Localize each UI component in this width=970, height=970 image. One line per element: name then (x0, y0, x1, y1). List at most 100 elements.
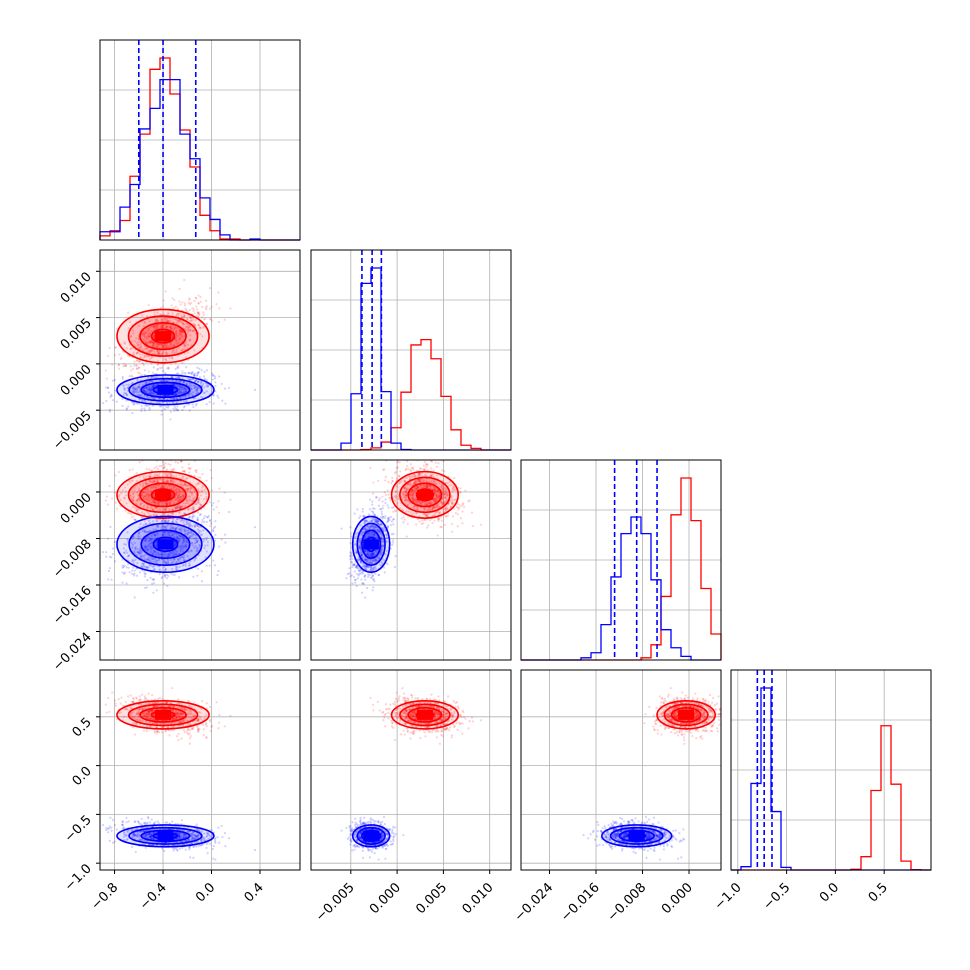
sample-point (145, 341, 148, 344)
sample-point (137, 391, 140, 394)
sample-point (431, 521, 434, 525)
y-tick-label: −0.024 (50, 630, 95, 675)
sample-point (179, 498, 182, 501)
sample-point (122, 362, 126, 365)
sample-point (461, 510, 464, 513)
sample-point (178, 338, 181, 341)
sample-point (157, 351, 160, 355)
sample-point (163, 566, 166, 569)
sample-point (136, 351, 139, 354)
sample-point (445, 514, 448, 518)
sample-point (158, 401, 161, 404)
sample-point (187, 372, 190, 375)
sample-point (108, 555, 111, 558)
sample-point (164, 318, 167, 321)
sample-point (171, 327, 174, 331)
sample-point (153, 385, 156, 388)
sample-point (148, 519, 151, 522)
sample-point (165, 503, 168, 506)
sample-point (208, 501, 212, 504)
sample-point (150, 548, 153, 551)
sample-point (218, 545, 221, 548)
sample-point (190, 388, 193, 391)
sample-point (178, 507, 181, 510)
sample-point (168, 356, 171, 360)
sample-point (166, 394, 169, 397)
sample-point (165, 318, 168, 321)
sample-point (181, 330, 185, 333)
sample-point (172, 486, 175, 490)
sample-point (182, 381, 185, 384)
sample-point (152, 485, 155, 488)
sample-point (148, 391, 151, 394)
sample-point (168, 554, 171, 557)
sample-point (423, 518, 427, 522)
sample-point (122, 547, 126, 550)
sample-point (201, 521, 204, 524)
sample-point (175, 553, 178, 556)
sample-point (142, 399, 145, 402)
sample-point (183, 344, 186, 348)
sample-point (119, 357, 122, 361)
sample-point (124, 364, 127, 367)
sample-point (152, 492, 155, 495)
sample-point (174, 330, 178, 333)
sample-point (213, 375, 217, 378)
sample-point (150, 362, 153, 365)
sample-point (195, 471, 198, 474)
sample-point (164, 326, 167, 329)
sample-point (137, 498, 140, 501)
sample-point (184, 372, 187, 375)
sample-point (146, 404, 149, 408)
sample-point (171, 379, 174, 382)
sample-point (121, 375, 124, 379)
sample-point (132, 515, 135, 518)
sample-point (147, 498, 150, 502)
sample-point (187, 463, 190, 466)
sample-point (133, 364, 136, 367)
sample-point (164, 316, 167, 319)
sample-point (135, 367, 138, 370)
sample-point (180, 391, 184, 394)
sample-point (131, 375, 134, 378)
sample-point (186, 387, 189, 391)
sample-point (148, 407, 151, 410)
sample-point (193, 496, 196, 499)
sample-point (107, 503, 110, 506)
sample-point (163, 408, 166, 411)
sample-point (458, 503, 461, 506)
sample-point (190, 319, 194, 322)
sample-point (183, 482, 186, 486)
sample-point (135, 351, 139, 354)
sample-point (150, 349, 153, 353)
sample-point (203, 386, 206, 389)
sample-point (203, 544, 207, 547)
sample-point (194, 538, 198, 541)
sample-point (137, 551, 141, 555)
sample-point (141, 383, 145, 387)
sample-point (215, 505, 218, 509)
sample-point (162, 561, 165, 564)
sample-point (184, 502, 188, 505)
sample-point (183, 314, 186, 317)
sample-point (177, 504, 180, 507)
sample-point (161, 351, 164, 354)
sample-point (220, 382, 223, 386)
sample-point (182, 502, 185, 505)
sample-point (197, 311, 200, 314)
sample-point (177, 482, 180, 486)
sample-point (189, 524, 192, 527)
sample-point (196, 366, 199, 369)
sample-point (170, 487, 173, 491)
sample-point (193, 460, 196, 463)
sample-point (146, 549, 149, 552)
sample-point (161, 305, 165, 308)
sample-point (156, 349, 159, 352)
sample-point (144, 381, 148, 384)
sample-point (148, 480, 151, 483)
sample-point (173, 531, 176, 535)
sample-point (123, 486, 127, 489)
sample-point (175, 397, 178, 401)
sample-point (169, 324, 173, 328)
sample-point (194, 389, 197, 392)
